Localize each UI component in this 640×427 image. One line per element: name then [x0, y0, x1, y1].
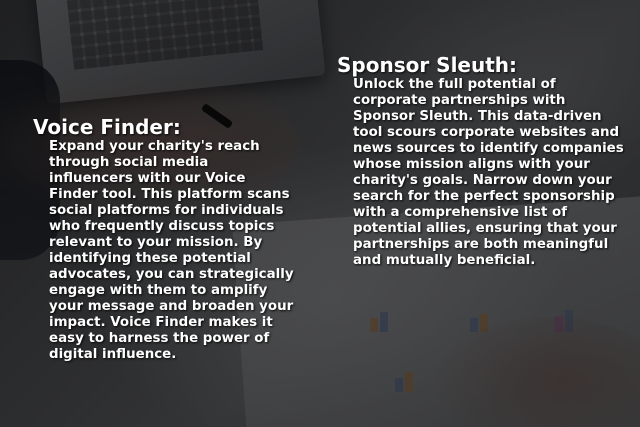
- sponsor-sleuth-description: Unlock the full potential of corporate p…: [353, 77, 624, 268]
- sponsor-sleuth-section: Sponsor Sleuth: Unlock the full potentia…: [337, 53, 627, 269]
- sponsor-sleuth-title: Sponsor Sleuth:: [337, 53, 518, 77]
- voice-finder-section: Voice Finder: Expand your charity's reac…: [33, 115, 295, 363]
- voice-finder-title: Voice Finder:: [33, 115, 181, 139]
- voice-finder-description: Expand your charity's reach through soci…: [49, 139, 294, 362]
